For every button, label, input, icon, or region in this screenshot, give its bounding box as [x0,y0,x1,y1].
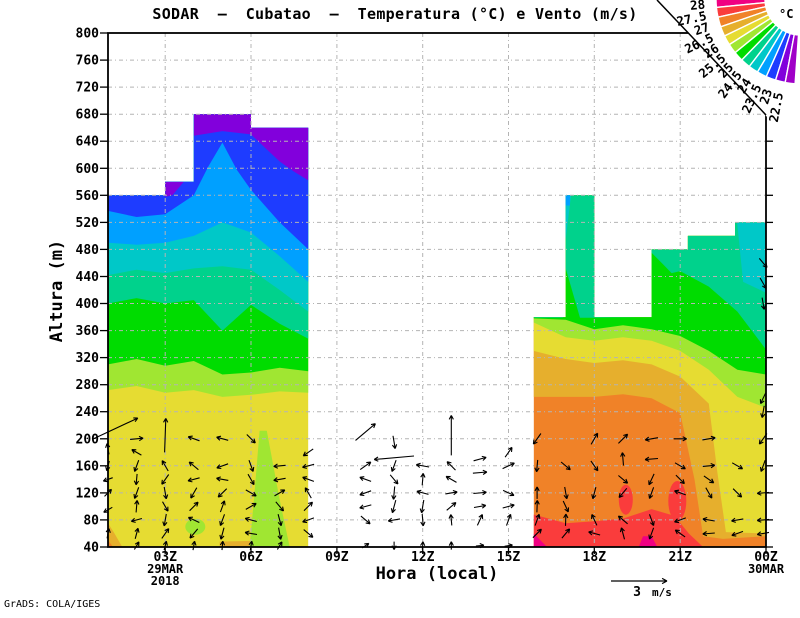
svg-text:m/s: m/s [652,586,672,599]
svg-text:520: 520 [76,216,100,231]
gridlines [108,33,766,547]
svg-text:800: 800 [76,27,100,42]
axes-frame [100,32,773,554]
svg-text:240: 240 [76,405,100,420]
svg-text:15Z: 15Z [497,550,521,565]
legend-diagonal-line [656,0,767,116]
tick-labels: 40 80 120 160 200 240 280 320 360 400 440 480 520 560… [76,27,785,601]
svg-text:12Z: 12Z [411,550,435,565]
grads-watermark: GrADS: COLA/IGES [4,599,101,610]
svg-text:2018: 2018 [151,574,180,588]
svg-text:28: 28 [689,0,705,13]
svg-text:720: 720 [76,81,100,96]
x-axis-title: Hora (local) [375,564,499,584]
svg-text:27: 27 [692,19,711,38]
svg-text:26: 26 [701,40,722,61]
legend-unit-label: °C [779,7,793,21]
svg-text:80: 80 [83,513,99,528]
contour-fills-morning-data-block-01-08Z [108,114,309,547]
svg-text:560: 560 [76,189,100,204]
svg-text:120: 120 [76,486,100,501]
svg-text:23: 23 [756,87,775,106]
svg-text:30MAR: 30MAR [748,562,785,576]
svg-text:18Z: 18Z [583,550,607,565]
svg-text:40: 40 [83,541,99,556]
chart-title: SODAR — Cubatao — Temperatura (°C) e Ven… [152,5,638,23]
svg-text:22.5: 22.5 [766,91,786,123]
svg-text:600: 600 [76,162,100,177]
svg-text:21Z: 21Z [668,550,692,565]
svg-text:3: 3 [633,585,641,600]
svg-text:400: 400 [76,297,100,312]
svg-text:160: 160 [76,459,100,474]
svg-text:00Z: 00Z [754,550,778,565]
svg-text:09Z: 09Z [325,550,349,565]
svg-text:280: 280 [76,378,100,393]
wind-scale-arrow [611,577,668,585]
svg-text:24: 24 [734,75,755,96]
wind-vectors [92,258,770,551]
svg-text:27.5: 27.5 [675,8,708,29]
svg-text:03Z: 03Z [153,550,177,565]
svg-text:760: 760 [76,54,100,69]
svg-text:480: 480 [76,243,100,258]
svg-text:640: 640 [76,135,100,150]
svg-text:680: 680 [76,108,100,123]
svg-text:440: 440 [76,270,100,285]
svg-text:06Z: 06Z [239,550,263,565]
svg-text:200: 200 [76,432,100,447]
svg-text:29MAR: 29MAR [147,562,184,576]
svg-text:320: 320 [76,351,100,366]
svg-text:360: 360 [76,324,100,339]
